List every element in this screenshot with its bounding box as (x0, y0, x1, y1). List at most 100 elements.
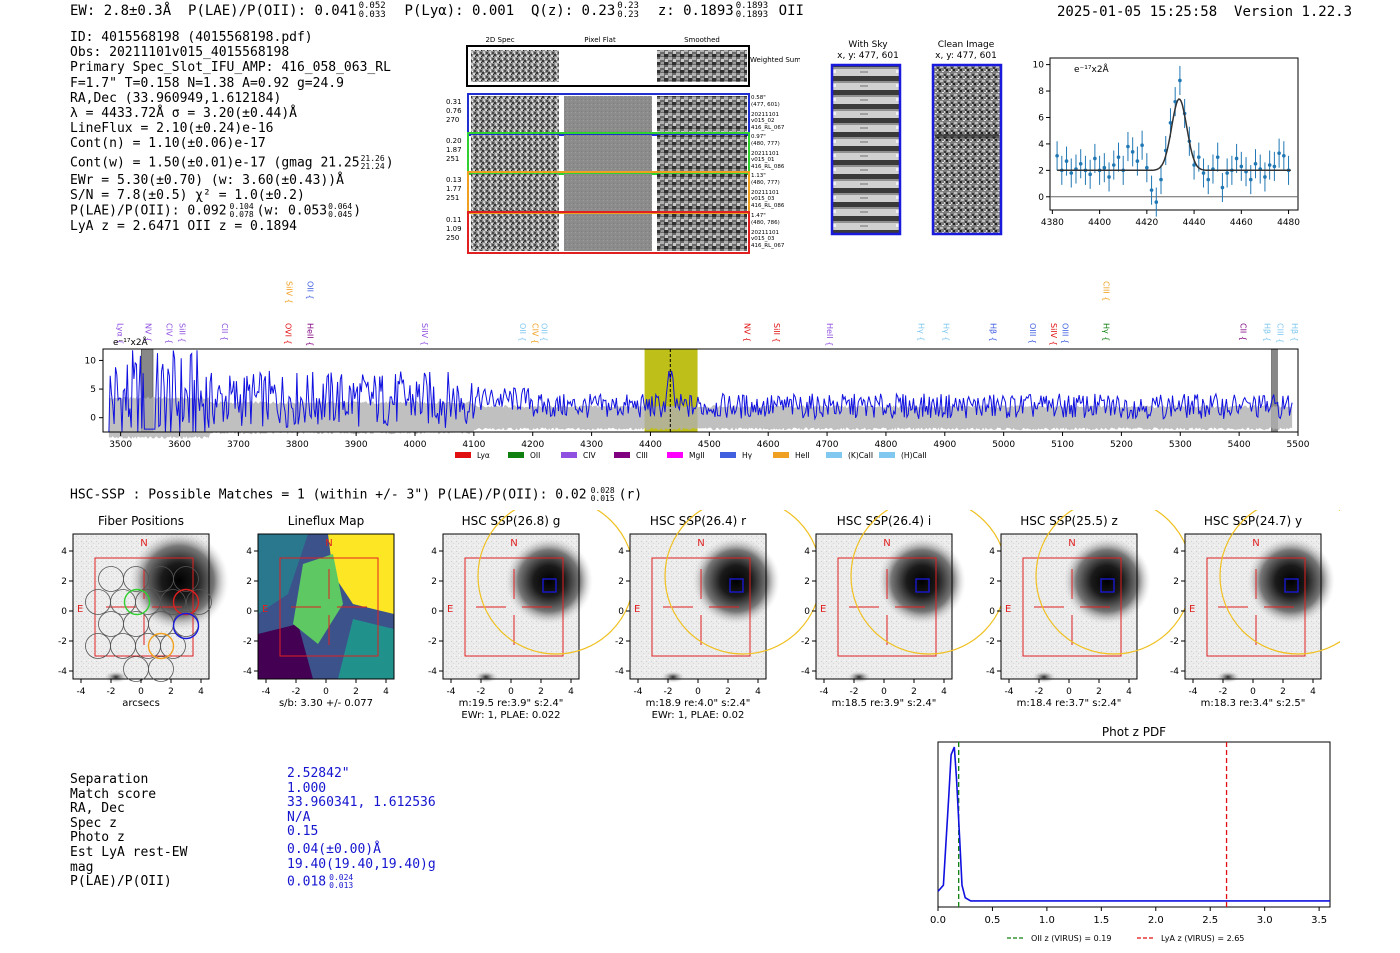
hsc-panel-3: HSC SSP(26.4) r N E -4 -4 -2 -2 0 0 2 2 4 4 m:18.9 re… (615, 510, 822, 721)
photz-xtick-label-3: 1.5 (1093, 915, 1109, 926)
spectrum-xtick-label-0: 3500 (109, 440, 132, 450)
hsc-match-box-4 (915, 578, 930, 593)
hsc-xtick-label-5-2: 0 (1066, 687, 1072, 697)
header-ew: EW: 2.8±0.3Å (70, 3, 172, 19)
info-plae-lo: 0.078 (229, 210, 254, 220)
cutout-col-title-2: Pixel Flat (584, 36, 616, 44)
hsc-ytick-label-5-4: 4 (989, 547, 995, 557)
zoom-point-0 (1055, 154, 1059, 158)
zoom-point-36 (1225, 171, 1229, 175)
spectrum-line-label-12: OII { (540, 323, 549, 342)
zoom-point-26 (1178, 78, 1182, 83)
spectrum-xtick-label-8: 4300 (580, 440, 603, 450)
spectrum-legend-swatch-4 (667, 452, 683, 458)
match-value-separation: 2.52842" (287, 766, 350, 781)
header-z-hi: 0.1893 (735, 1, 769, 11)
hsc-galaxy-3 (692, 537, 780, 625)
cutout-w-1a: 0.31 (446, 98, 462, 106)
hsc-panels: Fiber Positions N E -4 -4 -2 -2 0 0 2 2 4 4 arcsecs Li… (58, 510, 1340, 721)
zoom-point-12 (1111, 163, 1116, 167)
photz-legend-oii: OII z (VIRUS) = 0.19 (1031, 934, 1111, 943)
spectrum-line-label-7: OII { (305, 281, 314, 300)
match-values: 2.52842" 1.000 33.960341, 1.612536 N/A 0… (287, 766, 436, 890)
spectrum-xtick-label-1: 3600 (168, 440, 191, 450)
hsc-compass-e-4: E (820, 604, 826, 615)
hsc-compass-n-1: N (325, 538, 332, 549)
header-z-line: OII (778, 3, 804, 19)
match-labels: Separation Match score RA, Dec Spec z Ph… (70, 772, 187, 890)
hsc-panel-4: HSC SSP(26.4) i N E -4 -4 -2 -2 0 0 2 2 4 4 m:18.5 re… (801, 510, 1008, 709)
hsc-panel-2: HSC SSP(26.8) g N E -4 -4 -2 -2 0 0 2 2 4 4 m:19.5 re… (428, 510, 635, 721)
zoom-point-19 (1145, 165, 1149, 170)
spectrum-xtick-label-17: 5200 (1110, 440, 1133, 450)
photz-title: Phot z PDF (1102, 725, 1166, 739)
info-plae-w-lo: 0.045 (328, 210, 353, 220)
spectrum-line-label-22: CIII { (1102, 281, 1111, 301)
hsc-panel-title-6: HSC SSP(24.7) y (1204, 514, 1302, 528)
header-version: Version 1.22.3 (1234, 4, 1353, 20)
zoom-point-48 (1282, 154, 1286, 158)
hsc-xtick-label-3-0: -4 (634, 687, 643, 697)
zoom-points (1055, 65, 1291, 217)
photz-xtick-label-2: 1.0 (1039, 915, 1055, 926)
spectrum-line-label-3: SiII { (178, 323, 187, 343)
header-summary: EW: 2.8±0.3Å P(LAE)/P(OII): 0.041 0.052 0.… (70, 2, 804, 20)
hsc-galaxy-5 (1063, 537, 1151, 625)
hsc-ytick-label-4-1: -2 (801, 637, 810, 647)
zoom-xtick-label-0: 4380 (1041, 218, 1064, 228)
cutout-2dspec-1 (471, 96, 559, 133)
cutout-row-4: 0.11 1.09 250 1.47" (480, 786) 20211101 … (446, 211, 785, 254)
zoom-point-7 (1088, 172, 1092, 177)
cutout-info-4d: v015_03 (751, 236, 775, 242)
info-contw-row: Cont(w) = 1.50(±0.01)e-17 (gmag 21.25 21.… (70, 154, 394, 171)
spectrum-xtick-label-6: 4100 (462, 440, 485, 450)
cutout-info-2c: 20211101 (751, 151, 779, 157)
match-label-radec: RA, Dec (70, 801, 125, 817)
spectrum-xtick-label-20: 5500 (1287, 440, 1310, 450)
info-id: ID: 4015568198 (4015568198.pdf) (70, 30, 313, 45)
zoom-point-11 (1107, 175, 1111, 179)
spectrum-line-label-24: CII { (1238, 323, 1247, 341)
spectrum-xtick-label-2: 3700 (227, 440, 250, 450)
spectrum-xtick-label-14: 4900 (933, 440, 956, 450)
spectrum-xtick-label-12: 4700 (816, 440, 839, 450)
fiber-red (172, 588, 200, 616)
zoom-point-18 (1140, 143, 1144, 148)
spectrum-legend-label-7: (K)CaII (848, 451, 873, 460)
spectrum-line-label-9: SiIV { (420, 323, 429, 346)
sky-clean-images: With Sky x, y: 477, 601 Clean Image x, y… (830, 40, 1003, 236)
fiber-green (123, 588, 151, 616)
cutout-frame-4 (467, 211, 750, 254)
spectrum-legend-swatch-0 (455, 452, 471, 458)
hsc-ytick-label-1-3: 2 (246, 577, 252, 587)
hsc-galaxy-2 (505, 537, 593, 625)
cutout-w-1b: 0.76 (446, 107, 462, 115)
cutout-flat-3 (564, 174, 652, 211)
info-contw-end: ) (385, 155, 394, 171)
hsc-ytick-label-0-4: 4 (61, 547, 67, 557)
info-lineflux: LineFlux = 2.10(±0.24)e-16 (70, 121, 274, 137)
hsc-xtick-label-4-2: 0 (881, 687, 887, 697)
match-value-plae-row: 0.018 0.024 0.013 (287, 874, 436, 890)
match-value-specz: N/A (287, 809, 311, 825)
header-plae-hi: 0.052 (358, 1, 386, 11)
spectrum-legend-label-0: Lyα (477, 451, 490, 460)
zoom-xtick-label-3: 4440 (1183, 218, 1206, 228)
hsc-ytick-label-2-0: -4 (428, 667, 437, 677)
fiber-blue (172, 612, 200, 640)
zoom-spectrum-chart: e⁻¹⁷x2Å 4380 4400 4420 4440 4460 4480 0 2 4 6 8 10 (1033, 57, 1300, 228)
cutout-w-4c: 250 (446, 234, 459, 242)
cutout-2dspec-3 (471, 174, 559, 211)
hsc-panel-caption-4: m:18.5 re:3.9" s:2.4" (832, 698, 937, 709)
hsc-panel-caption-0: arcsecs (122, 698, 160, 709)
info-plae-w-hi: 0.064 (328, 202, 353, 212)
fiber-orange (147, 632, 175, 660)
zoom-point-30 (1197, 155, 1201, 159)
zoom-point-2 (1064, 159, 1069, 163)
spectrum-xtick-label-7: 4200 (521, 440, 544, 450)
cutout-w-3a: 0.13 (446, 176, 462, 184)
hsc-compass-e-2: E (447, 604, 453, 615)
hsc-faint-source-0 (104, 671, 128, 683)
hsc-ytick-label-6-2: 0 (1173, 607, 1179, 617)
hsc-ytick-label-6-0: -4 (1170, 667, 1179, 677)
